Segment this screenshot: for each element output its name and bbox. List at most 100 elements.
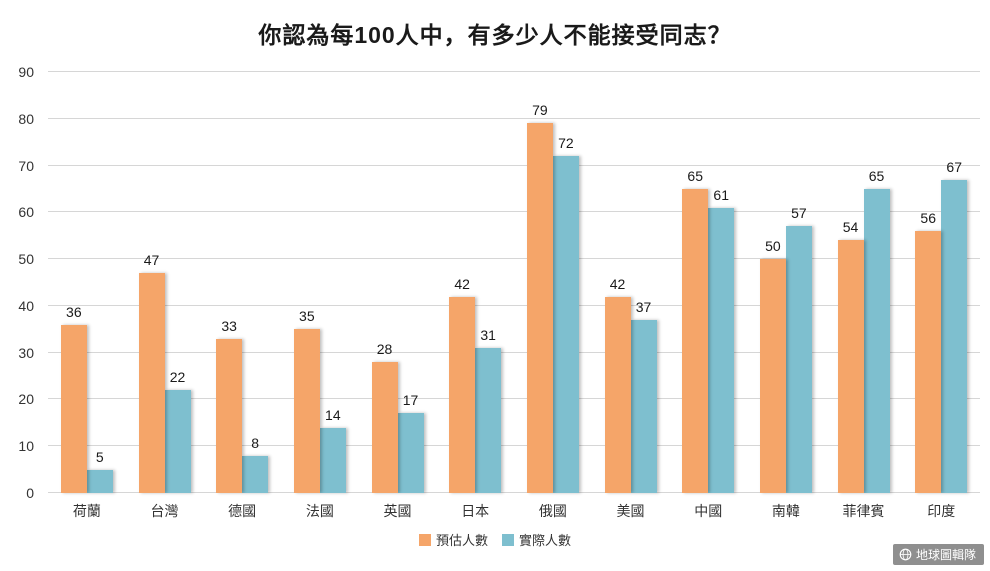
plot-area: 36 5 47 22 33 8 35 14 28 17 42 31 79 72 42 37 65 61 50 57 54… [48, 71, 980, 493]
x-axis-label: 中國 [694, 503, 723, 519]
bar-estimated: 47 [138, 252, 165, 493]
bar-value-label: 33 [221, 317, 237, 334]
bar-estimated: 36 [60, 304, 87, 493]
bar-value-label: 35 [299, 308, 315, 325]
legend-label-actual: 實際人數 [519, 533, 572, 548]
bar-estimated: 42 [449, 276, 476, 493]
bar-actual: 5 [86, 449, 113, 493]
chart-title: 你認為每100人中，有多少人不能接受同志？ [258, 22, 732, 48]
bar-value-label: 79 [532, 102, 548, 119]
bar-actual: 57 [785, 205, 812, 493]
y-axis-tick-label: 80 [18, 110, 34, 127]
y-axis-tick-label: 70 [18, 157, 34, 174]
gridline [48, 492, 980, 493]
bar-estimated: 54 [837, 219, 864, 493]
y-axis-tick-label: 60 [18, 204, 34, 221]
y-axis-tick-label: 50 [18, 251, 34, 268]
gridline [48, 398, 980, 400]
bar-actual: 31 [475, 327, 502, 493]
legend-swatch-estimated [418, 533, 431, 546]
bar-actual: 72 [552, 135, 579, 493]
y-axis-tick-label: 30 [18, 344, 34, 361]
bar-value-label: 42 [609, 275, 626, 292]
bar-actual: 17 [397, 392, 424, 493]
x-axis-label: 法國 [305, 503, 334, 519]
globe-icon [899, 548, 912, 561]
bar-group: 42 37 [592, 72, 670, 493]
bar-actual: 67 [941, 159, 968, 493]
gridline [48, 304, 980, 306]
bar-estimated: 79 [526, 102, 553, 493]
bar-estimated: 28 [371, 341, 398, 493]
gridline [48, 211, 980, 213]
bar-value-label: 54 [842, 219, 859, 236]
bar-group: 42 31 [436, 72, 514, 493]
bar-estimated: 42 [604, 276, 631, 493]
legend: 預估人數 實際人數 [0, 530, 990, 549]
bar-value-label: 65 [868, 167, 885, 184]
y-axis-tick-label: 40 [18, 297, 34, 314]
bar-value-label: 5 [95, 448, 104, 465]
x-axis-label: 日本 [461, 503, 490, 519]
bar-value-label: 57 [791, 205, 807, 222]
legend-item-estimated: 預估人數 [418, 530, 488, 549]
gridline [48, 351, 980, 353]
bar-group: 33 8 [203, 72, 281, 493]
y-axis-tick-label: 10 [18, 438, 34, 455]
bar-value-label: 56 [920, 210, 937, 227]
bar-actual: 8 [242, 435, 269, 493]
bar-group: 50 57 [747, 72, 825, 493]
bar-value-label: 37 [635, 298, 652, 315]
bar-group: 36 5 [48, 72, 126, 493]
watermark-label: 地球圖輯隊 [915, 547, 976, 562]
x-axis-label: 荷蘭 [72, 503, 101, 519]
bar-value-label: 72 [558, 135, 574, 152]
legend-label-estimated: 預估人數 [435, 533, 488, 548]
bar-value-label: 65 [687, 167, 703, 184]
bar-estimated: 35 [293, 308, 320, 493]
legend-item-actual: 實際人數 [502, 530, 571, 549]
bar-actual: 22 [164, 369, 191, 493]
bar-value-label: 36 [66, 303, 82, 320]
bar-value-label: 8 [251, 434, 260, 451]
bar-estimated: 56 [915, 210, 942, 493]
legend-swatch-actual [502, 533, 514, 546]
bar-value-label: 28 [376, 341, 393, 358]
bar-group: 47 22 [126, 72, 204, 493]
x-axis-label: 南韓 [771, 503, 800, 519]
bar-actual: 37 [630, 299, 657, 493]
bars-container: 36 5 47 22 33 8 35 14 28 17 42 31 79 72 42 37 65 61 50 57 54… [48, 72, 980, 493]
bar-value-label: 67 [946, 158, 963, 175]
y-axis-tick-label: 0 [26, 485, 34, 501]
y-axis-tick-label: 20 [18, 391, 34, 408]
gridline [48, 71, 980, 72]
bar-value-label: 61 [713, 186, 729, 203]
x-axis-label: 印度 [927, 503, 956, 519]
gridline [48, 258, 980, 260]
bar-actual: 65 [863, 168, 890, 493]
bar-value-label: 47 [143, 252, 160, 269]
x-axis: 荷蘭 台灣 德國 法國 英國 日本 俄國 美國 中國 南韓 菲律賓 印度 [48, 501, 980, 521]
bar-value-label: 31 [480, 327, 496, 343]
bar-value-label: 17 [402, 392, 419, 409]
bar-group: 65 61 [669, 72, 747, 493]
bar-group: 28 17 [359, 72, 437, 493]
bar-value-label: 42 [454, 275, 470, 292]
bar-group: 54 65 [825, 72, 903, 493]
gridline [48, 164, 980, 166]
x-axis-label: 美國 [616, 503, 645, 519]
x-axis-label: 台灣 [150, 503, 179, 519]
y-axis-tick-label: 90 [18, 64, 34, 80]
bar-value-label: 22 [169, 369, 186, 386]
bar-actual: 14 [319, 407, 346, 493]
x-axis-label: 菲律賓 [842, 503, 885, 519]
bar-value-label: 14 [325, 406, 341, 423]
x-axis-label: 俄國 [538, 503, 567, 519]
bar-group: 79 72 [514, 72, 592, 493]
gridline [48, 445, 980, 447]
bar-estimated: 50 [759, 238, 786, 493]
bar-actual: 61 [708, 187, 735, 493]
y-axis: 0 10 20 30 40 50 60 70 80 90 [0, 64, 42, 501]
watermark-badge: 地球圖輯隊 [892, 544, 984, 565]
